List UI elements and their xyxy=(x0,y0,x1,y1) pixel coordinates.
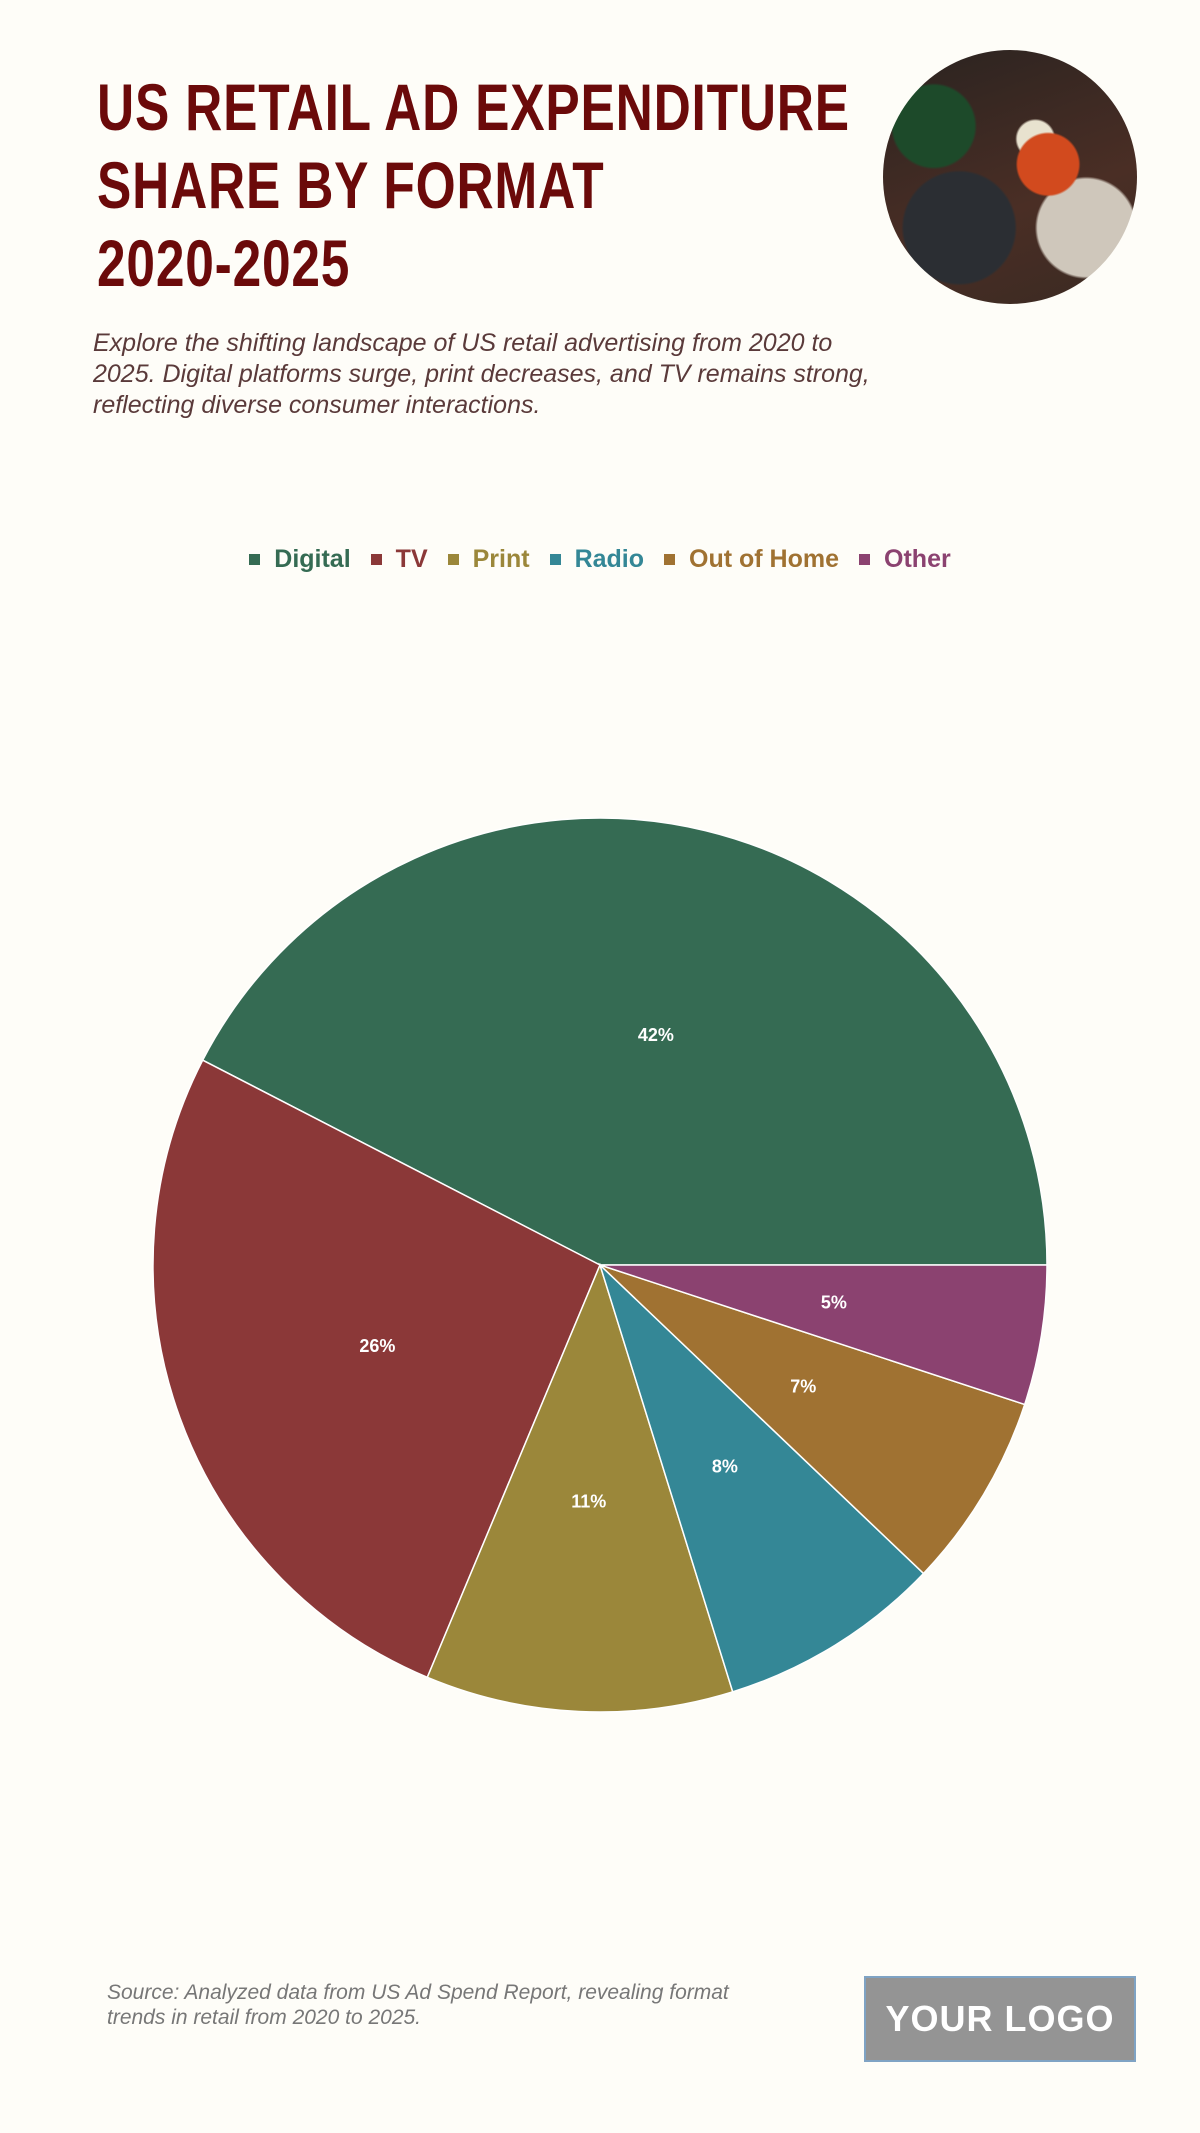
legend-swatch xyxy=(447,554,459,565)
legend-item[interactable]: Out of Home xyxy=(664,545,839,574)
subtitle: Explore the shifting landscape of US ret… xyxy=(93,329,870,419)
slice-label: 42% xyxy=(638,1025,674,1045)
slice-label: 8% xyxy=(712,1456,738,1476)
legend-label: Other xyxy=(884,545,951,573)
pie-slice-radio[interactable] xyxy=(598,1262,925,1693)
legend-swatch xyxy=(664,554,676,565)
logo: YOUR LOGO xyxy=(864,1976,1136,2062)
header-photo xyxy=(883,50,1137,304)
title-line: 2020-2025 xyxy=(97,226,351,300)
slice-label: 7% xyxy=(790,1377,816,1397)
legend-swatch xyxy=(370,554,382,565)
legend-label: Digital xyxy=(274,545,351,573)
legend-swatch xyxy=(249,554,261,565)
title-line: SHARE BY FORMAT xyxy=(97,148,605,222)
legend-swatch xyxy=(859,554,871,565)
title-line: US RETAIL AD EXPENDITURE xyxy=(97,70,850,144)
pie-slice-print[interactable] xyxy=(426,1262,734,1713)
page-title: US RETAIL AD EXPENDITURE SHARE BY FORMAT… xyxy=(97,68,850,302)
legend-label: Out of Home xyxy=(689,545,840,573)
slice-label: 11% xyxy=(571,1492,606,1512)
legend: Digital TV Print Radio Out of Home Other xyxy=(0,545,1200,574)
legend-label: Radio xyxy=(574,545,645,573)
pie-slice-tv[interactable] xyxy=(152,1059,601,1679)
slice-label: 5% xyxy=(821,1292,847,1312)
legend-item[interactable]: Other xyxy=(859,545,951,574)
slice-label: 26% xyxy=(359,1336,395,1356)
legend-item[interactable]: TV xyxy=(370,545,428,574)
legend-label: TV xyxy=(395,545,428,573)
pie-slice-digital[interactable] xyxy=(201,817,1048,1266)
legend-item[interactable]: Print xyxy=(447,545,530,574)
pie-slice-other[interactable] xyxy=(599,1264,1048,1406)
legend-item[interactable]: Radio xyxy=(549,545,645,574)
source-note: Source: Analyzed data from US Ad Spend R… xyxy=(107,1981,729,2029)
legend-swatch xyxy=(549,554,561,565)
legend-label: Print xyxy=(472,545,530,573)
pie-slice-out-of-home[interactable] xyxy=(599,1264,1026,1575)
legend-item[interactable]: Digital xyxy=(249,545,351,574)
